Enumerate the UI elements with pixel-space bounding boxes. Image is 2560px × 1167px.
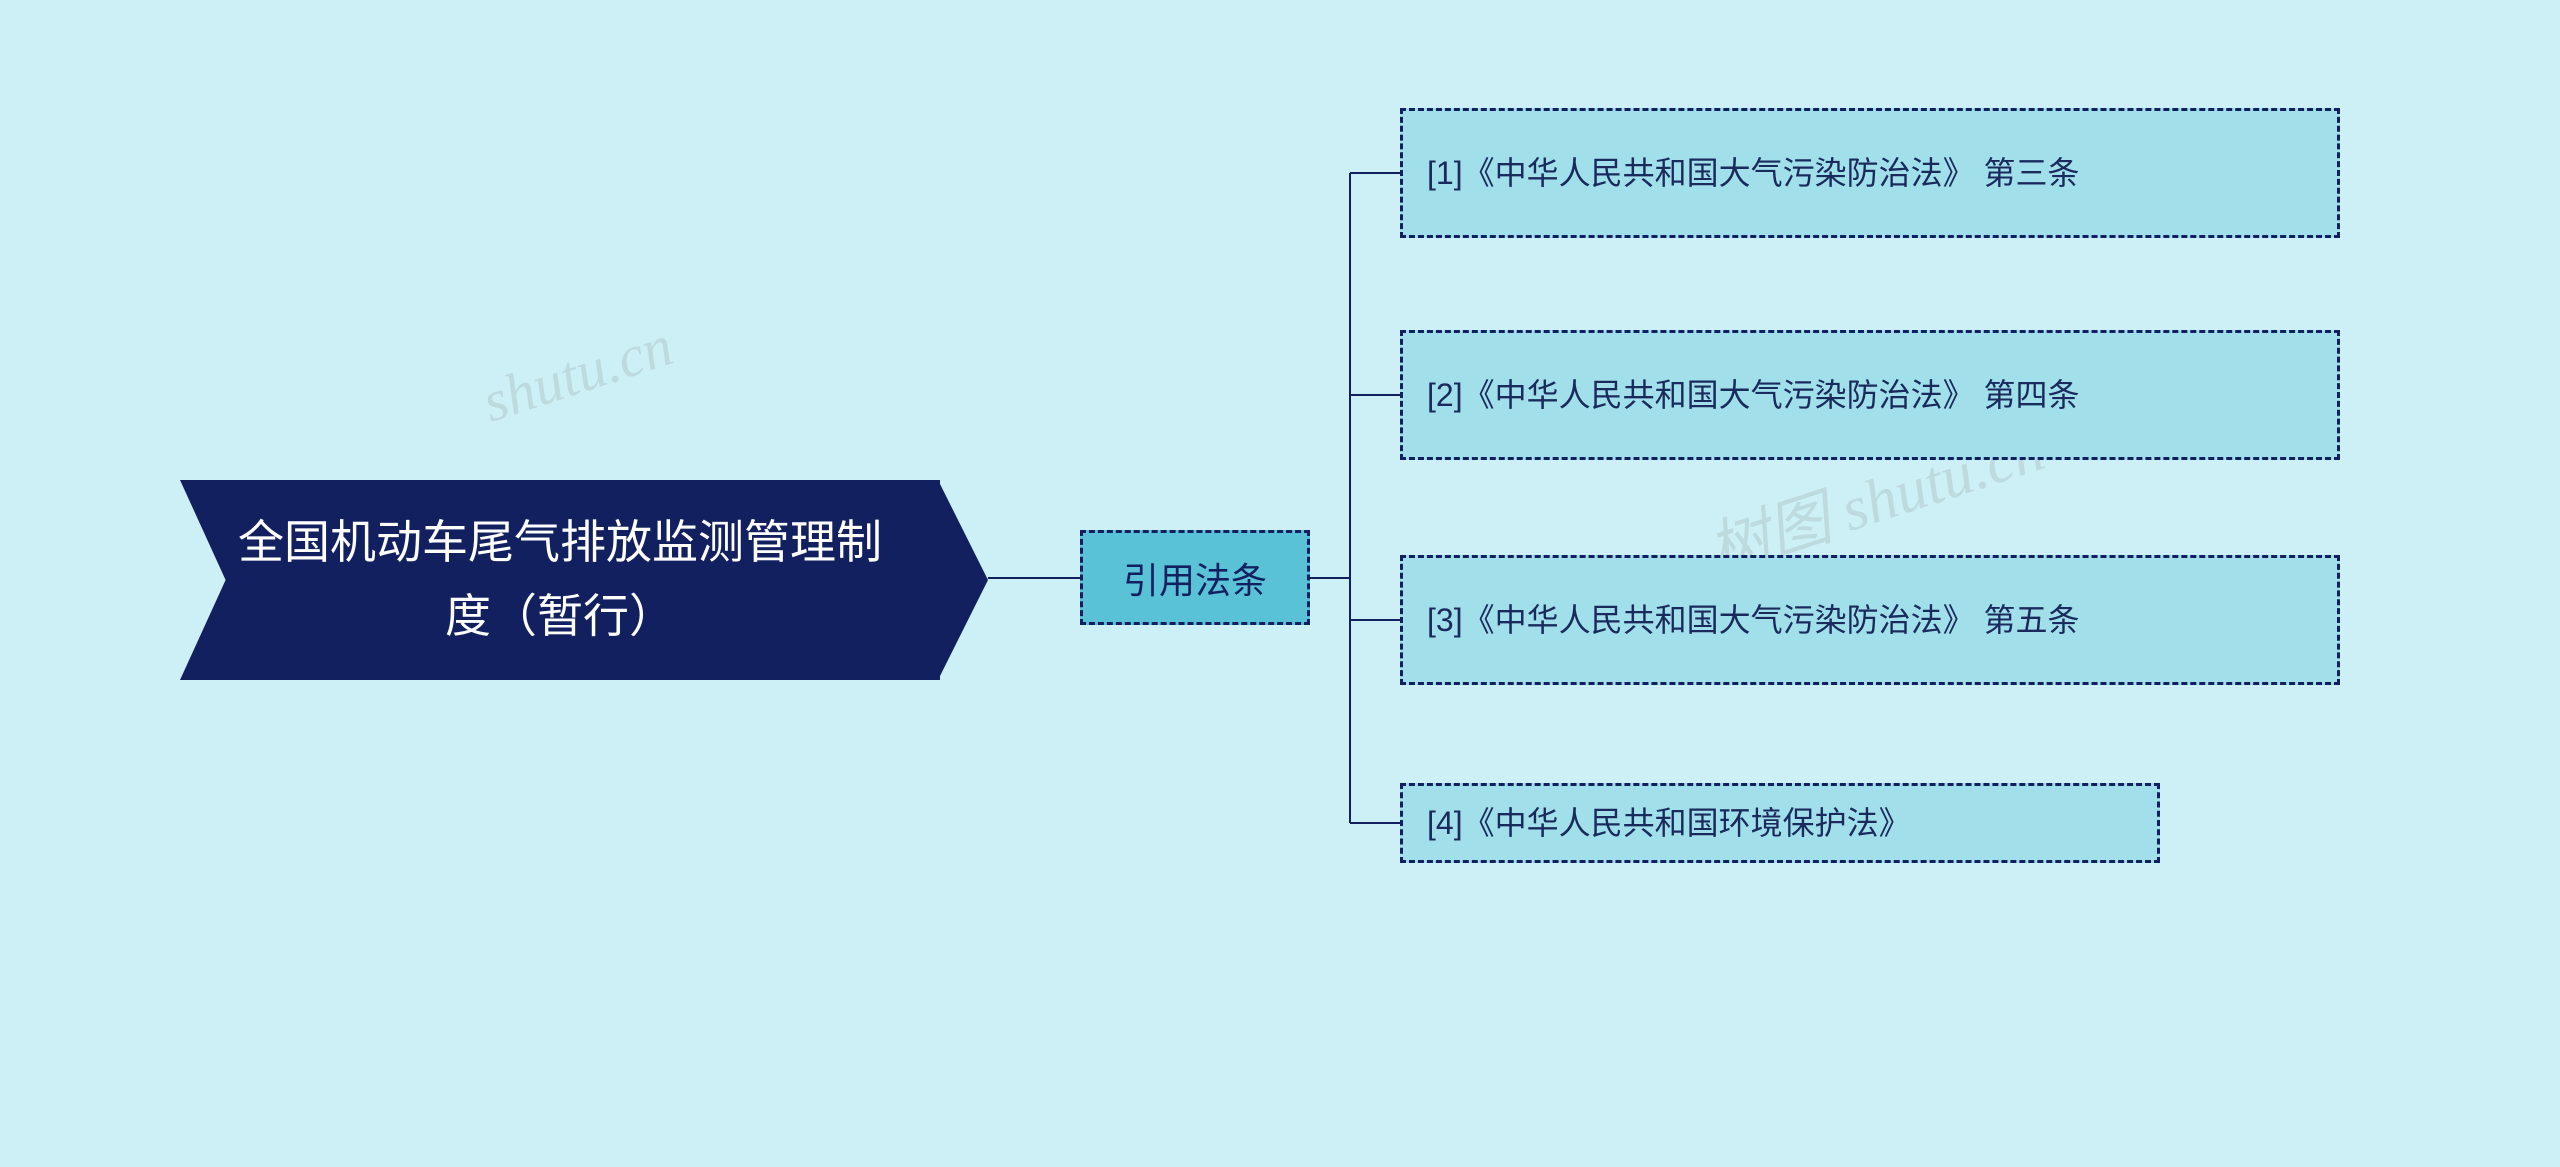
leaf-node-1[interactable]: [1]《中华人民共和国大气污染防治法》 第三条 bbox=[1400, 108, 2340, 238]
root-node-label: 全国机动车尾气排放监测管理制度（暂行） bbox=[230, 506, 890, 653]
leaf-node-4[interactable]: [4]《中华人民共和国环境保护法》 bbox=[1400, 783, 2160, 863]
leaf-node-label: [1]《中华人民共和国大气污染防治法》 第三条 bbox=[1427, 149, 2079, 197]
middle-node-label: 引用法条 bbox=[1123, 552, 1267, 604]
watermark: shutu.cn bbox=[474, 312, 680, 436]
root-node[interactable]: 全国机动车尾气排放监测管理制度（暂行） bbox=[180, 480, 940, 680]
middle-node[interactable]: 引用法条 bbox=[1080, 530, 1310, 625]
leaf-node-label: [2]《中华人民共和国大气污染防治法》 第四条 bbox=[1427, 371, 2079, 419]
leaf-node-label: [4]《中华人民共和国环境保护法》 bbox=[1427, 799, 1911, 847]
root-arrow-tip bbox=[938, 480, 988, 680]
mindmap-container: shutu.cn 树图 shutu.cn 全国机动车尾气排放监测管理制度（暂行）… bbox=[0, 0, 2560, 1167]
leaf-node-label: [3]《中华人民共和国大气污染防治法》 第五条 bbox=[1427, 596, 2079, 644]
leaf-node-3[interactable]: [3]《中华人民共和国大气污染防治法》 第五条 bbox=[1400, 555, 2340, 685]
leaf-node-2[interactable]: [2]《中华人民共和国大气污染防治法》 第四条 bbox=[1400, 330, 2340, 460]
